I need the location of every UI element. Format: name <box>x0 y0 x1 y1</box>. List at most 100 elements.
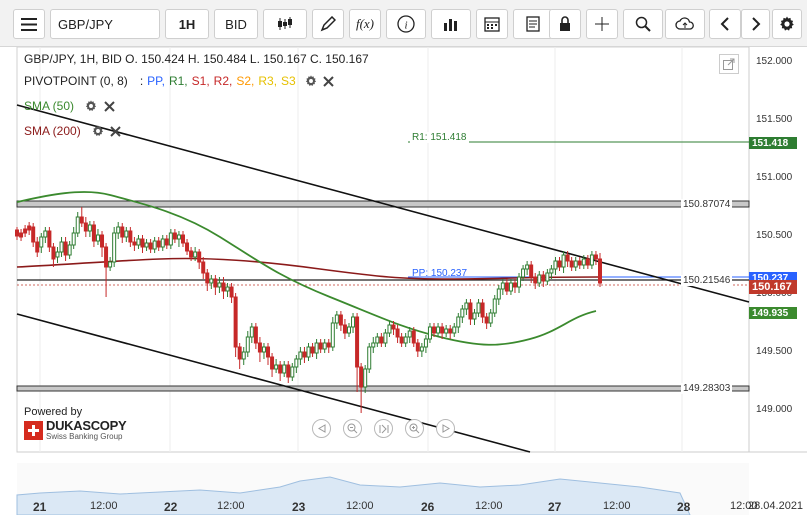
scroll-right-button[interactable] <box>741 9 770 39</box>
zoom-in-button[interactable] <box>405 419 424 438</box>
zoom-button[interactable] <box>623 9 663 39</box>
lower-hline-label: 149.28303 <box>681 383 733 394</box>
upper-hline-label: 150.87074 <box>681 199 733 210</box>
candle-body <box>407 330 412 338</box>
brand-tagline: Swiss Banking Group <box>46 432 123 441</box>
pivot-separator: : <box>139 74 144 88</box>
lock-button[interactable] <box>549 9 581 39</box>
pivot-level-label: S3 <box>281 74 296 88</box>
candle-body <box>484 316 489 324</box>
candle-body <box>553 260 558 270</box>
candle-body <box>51 246 56 260</box>
reset-icon <box>379 424 388 433</box>
pan-left-button[interactable] <box>312 419 331 438</box>
gear-icon[interactable] <box>304 74 318 88</box>
last-price-tag: 150.167 <box>749 280 797 294</box>
close-icon[interactable] <box>102 99 116 113</box>
gear-icon[interactable] <box>84 99 98 113</box>
candle-body <box>577 260 582 266</box>
price-side-button[interactable]: BID <box>214 9 258 39</box>
candle-body <box>598 258 602 284</box>
candle-body <box>464 302 469 310</box>
chart-type-button[interactable] <box>263 9 307 39</box>
x-tick-label: 12:00 <box>475 500 503 512</box>
news-button[interactable] <box>513 9 553 39</box>
candle-body <box>47 230 52 248</box>
mid-hline-label: 150.21546 <box>681 275 733 286</box>
volume-button[interactable] <box>431 9 471 39</box>
candle-body <box>581 258 586 266</box>
calendar-button[interactable] <box>476 9 508 39</box>
candle-body <box>472 312 477 320</box>
candle-body <box>172 232 177 240</box>
candle-body <box>440 326 445 334</box>
magnifier-icon <box>635 16 651 32</box>
candle-body <box>310 346 315 354</box>
candle-body <box>383 332 388 344</box>
candle-body <box>205 272 210 284</box>
candle-body <box>75 216 80 234</box>
candle-body <box>460 308 465 318</box>
pan-right-button[interactable] <box>436 419 455 438</box>
info-button[interactable]: i <box>386 9 426 39</box>
x-tick-label: 27 <box>548 500 562 514</box>
candle-body <box>197 251 202 263</box>
candle-body <box>116 226 121 234</box>
gear-icon[interactable] <box>91 124 105 138</box>
draw-tool-button[interactable] <box>312 9 344 39</box>
candle-body <box>533 276 538 284</box>
candle-body <box>525 264 530 270</box>
candle-body <box>391 324 396 330</box>
gear-icon <box>780 16 794 31</box>
candle-body <box>512 282 517 288</box>
toolbar: 1H BID f(x) i <box>0 0 807 47</box>
candle-body <box>549 268 554 274</box>
x-tick-label: 12:00 <box>730 500 758 512</box>
scroll-left-button[interactable] <box>709 9 741 39</box>
candle-body <box>193 251 198 258</box>
candle-body <box>541 274 546 282</box>
candle-body <box>270 356 275 370</box>
candle-body <box>395 328 400 338</box>
x-tick-label: 12:00 <box>90 500 118 512</box>
candle-body <box>557 260 562 268</box>
candle-body <box>278 364 283 374</box>
candle-body <box>306 346 311 358</box>
settings-button[interactable] <box>772 9 802 39</box>
reset-zoom-button[interactable] <box>374 419 393 438</box>
candle-body <box>419 346 424 352</box>
candle-body <box>436 326 441 334</box>
crosshair-button[interactable] <box>586 9 618 39</box>
timeframe-button[interactable]: 1H <box>165 9 209 39</box>
candle-body <box>379 336 384 344</box>
pivot-level-label: R2, <box>213 74 233 88</box>
close-icon[interactable] <box>322 74 336 88</box>
candle-body <box>43 230 48 238</box>
expand-button[interactable] <box>719 54 739 74</box>
candle-body <box>39 236 44 248</box>
price-chart[interactable] <box>0 47 807 515</box>
close-icon[interactable] <box>109 124 123 138</box>
x-tick-label: 21 <box>33 500 47 514</box>
pivot-legend: PIVOTPOINT (0, 8) : PP, R1, S1, R2, S2, R3, S3 <box>24 74 336 88</box>
menu-button[interactable] <box>13 9 45 39</box>
cloud-button[interactable] <box>665 9 705 39</box>
zoom-out-button[interactable] <box>343 419 362 438</box>
candle-body <box>290 366 295 378</box>
candle-body <box>63 241 68 256</box>
candle-body <box>298 351 303 360</box>
candle-body <box>168 232 173 246</box>
document-icon <box>526 16 540 32</box>
symbol-input[interactable] <box>50 9 160 39</box>
candle-body <box>452 326 457 334</box>
indicators-button[interactable]: f(x) <box>349 9 381 39</box>
candle-body <box>180 234 185 244</box>
candle-body <box>399 336 404 344</box>
support-zone <box>16 385 750 392</box>
x-tick-label: 22 <box>164 500 178 514</box>
candle-body <box>31 226 36 243</box>
chart-area[interactable]: GBP/JPY, 1H, BID O. 150.424 H. 150.484 L… <box>0 47 807 515</box>
candle-body <box>589 254 594 266</box>
candle-body <box>403 336 408 344</box>
candle-body <box>282 364 287 374</box>
